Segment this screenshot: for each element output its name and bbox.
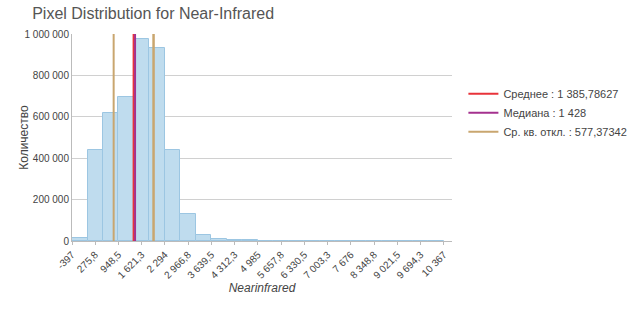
svg-text:948,5: 948,5 <box>98 249 124 275</box>
svg-text:2 966,8: 2 966,8 <box>162 249 194 281</box>
svg-text:9 021,5: 9 021,5 <box>371 249 403 281</box>
svg-text:275,8: 275,8 <box>75 249 101 275</box>
svg-text:6 330,5: 6 330,5 <box>278 249 310 281</box>
svg-text:Nearinfrared: Nearinfrared <box>229 281 296 295</box>
svg-text:800 000: 800 000 <box>33 70 70 81</box>
svg-text:7 003,3: 7 003,3 <box>301 249 333 281</box>
svg-text:Ср. кв. откл. : 577,37342: Ср. кв. откл. : 577,37342 <box>503 126 626 138</box>
svg-text:400 000: 400 000 <box>33 153 70 164</box>
svg-text:1 000 000: 1 000 000 <box>25 29 70 40</box>
svg-text:0: 0 <box>63 236 69 247</box>
svg-text:4 985: 4 985 <box>237 249 263 275</box>
svg-text:8 348,8: 8 348,8 <box>348 249 380 281</box>
svg-text:Количество: Количество <box>17 105 31 170</box>
svg-text:10 367: 10 367 <box>419 249 449 279</box>
svg-text:1 621,3: 1 621,3 <box>115 249 147 281</box>
svg-text:200 000: 200 000 <box>33 194 70 205</box>
svg-text:600 000: 600 000 <box>33 111 70 122</box>
svg-text:3 639,5: 3 639,5 <box>185 249 217 281</box>
svg-text:9 694,3: 9 694,3 <box>394 249 426 281</box>
svg-text:Медиана : 1 428: Медиана : 1 428 <box>503 107 586 119</box>
svg-text:-397: -397 <box>55 249 77 271</box>
svg-text:2 294: 2 294 <box>144 249 170 275</box>
svg-text:4 312,3: 4 312,3 <box>208 249 240 281</box>
svg-text:5 657,8: 5 657,8 <box>255 249 287 281</box>
svg-text:7 676: 7 676 <box>330 249 356 275</box>
svg-text:Среднее : 1 385,78627: Среднее : 1 385,78627 <box>503 88 618 100</box>
svg-text:Pixel Distribution for Near-In: Pixel Distribution for Near-Infrared <box>32 5 274 22</box>
